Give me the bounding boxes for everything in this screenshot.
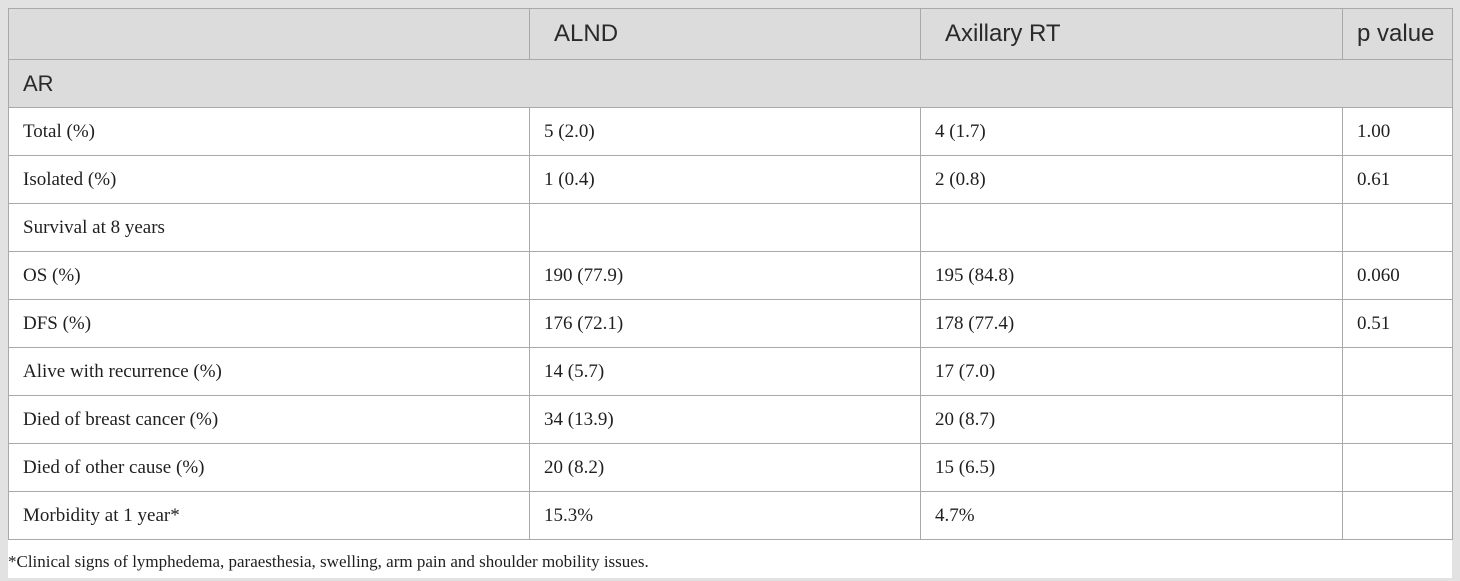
alnd-value: 34 (13.9) — [529, 395, 921, 444]
axillary-rt-value — [920, 203, 1343, 252]
header-row: ALND Axillary RT p value — [8, 8, 1453, 60]
p-value — [1342, 347, 1453, 396]
table-row: Morbidity at 1 year* 15.3% 4.7% — [8, 491, 1453, 540]
section-label: AR — [8, 59, 1453, 108]
header-cell-alnd: ALND — [529, 8, 921, 60]
axillary-rt-value: 15 (6.5) — [920, 443, 1343, 492]
p-value — [1342, 395, 1453, 444]
axillary-rt-value: 4 (1.7) — [920, 107, 1343, 156]
axillary-rt-value: 17 (7.0) — [920, 347, 1343, 396]
section-row: AR — [8, 59, 1453, 108]
table-row: DFS (%) 176 (72.1) 178 (77.4) 0.51 — [8, 299, 1453, 348]
table-row: OS (%) 190 (77.9) 195 (84.8) 0.060 — [8, 251, 1453, 300]
p-value: 0.060 — [1342, 251, 1453, 300]
table-row: Survival at 8 years — [8, 203, 1453, 252]
axillary-rt-value: 178 (77.4) — [920, 299, 1343, 348]
axillary-rt-value: 20 (8.7) — [920, 395, 1343, 444]
alnd-value: 5 (2.0) — [529, 107, 921, 156]
row-label: OS (%) — [8, 251, 530, 300]
p-value — [1342, 491, 1453, 540]
row-label: Survival at 8 years — [8, 203, 530, 252]
alnd-value: 20 (8.2) — [529, 443, 921, 492]
alnd-value: 1 (0.4) — [529, 155, 921, 204]
alnd-value: 176 (72.1) — [529, 299, 921, 348]
table-row: Died of breast cancer (%) 34 (13.9) 20 (… — [8, 395, 1453, 444]
axillary-rt-value: 195 (84.8) — [920, 251, 1343, 300]
table-footnote: *Clinical signs of lymphedema, paraesthe… — [8, 552, 649, 571]
row-label: DFS (%) — [8, 299, 530, 348]
row-label: Total (%) — [8, 107, 530, 156]
table-row: Alive with recurrence (%) 14 (5.7) 17 (7… — [8, 347, 1453, 396]
table-container: ALND Axillary RT p value AR Total (%) 5 … — [8, 8, 1453, 578]
p-value: 0.61 — [1342, 155, 1453, 204]
table-row: Died of other cause (%) 20 (8.2) 15 (6.5… — [8, 443, 1453, 492]
p-value: 0.51 — [1342, 299, 1453, 348]
row-label: Isolated (%) — [8, 155, 530, 204]
axillary-rt-value: 2 (0.8) — [920, 155, 1343, 204]
p-value — [1342, 203, 1453, 252]
row-label: Died of other cause (%) — [8, 443, 530, 492]
header-cell-label — [8, 8, 530, 60]
p-value: 1.00 — [1342, 107, 1453, 156]
header-cell-p-value: p value — [1342, 8, 1453, 60]
axillary-rt-value: 4.7% — [920, 491, 1343, 540]
header-cell-axillary-rt: Axillary RT — [920, 8, 1343, 60]
table-row: Isolated (%) 1 (0.4) 2 (0.8) 0.61 — [8, 155, 1453, 204]
alnd-value: 14 (5.7) — [529, 347, 921, 396]
results-table: ALND Axillary RT p value AR Total (%) 5 … — [8, 8, 1453, 540]
row-label: Alive with recurrence (%) — [8, 347, 530, 396]
alnd-value: 190 (77.9) — [529, 251, 921, 300]
table-row: Total (%) 5 (2.0) 4 (1.7) 1.00 — [8, 107, 1453, 156]
alnd-value: 15.3% — [529, 491, 921, 540]
p-value — [1342, 443, 1453, 492]
row-label: Died of breast cancer (%) — [8, 395, 530, 444]
alnd-value — [529, 203, 921, 252]
row-label: Morbidity at 1 year* — [8, 491, 530, 540]
